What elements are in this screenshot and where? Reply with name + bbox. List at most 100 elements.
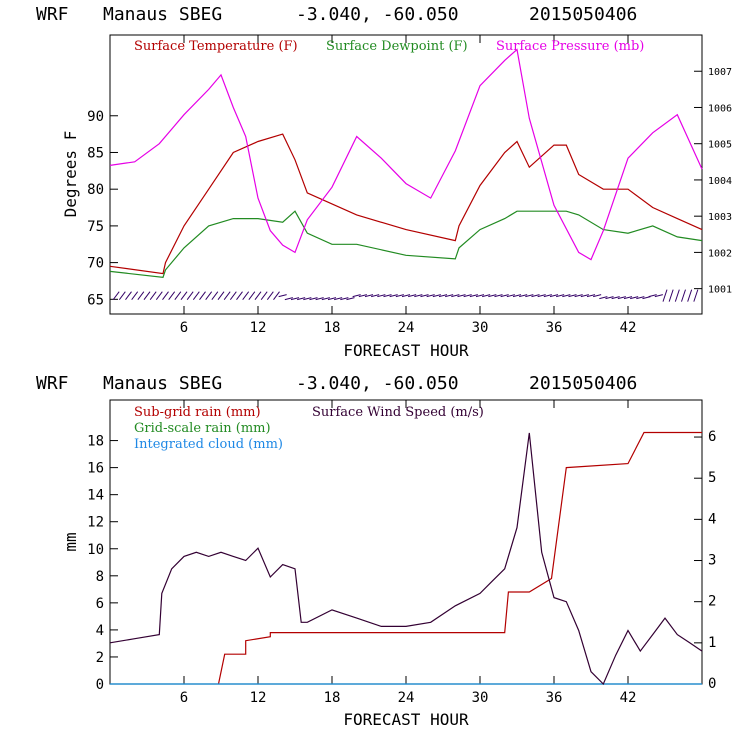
p2-xtick-label: 12 bbox=[250, 690, 267, 706]
wind-barb bbox=[137, 291, 145, 300]
panel2-coords: -3.040, -60.050 bbox=[296, 373, 459, 394]
panel2-ylabel: mm bbox=[61, 532, 80, 551]
panel1-ylabel: Degrees F bbox=[61, 131, 80, 218]
wind-barb bbox=[401, 294, 411, 298]
p2-ytick-label: 12 bbox=[87, 515, 104, 531]
panel-precipitation: WRF Manaus SBEG -3.040, -60.050 20150504… bbox=[36, 373, 716, 729]
panel2-xticks: 6 12 18 24 30 36 42 bbox=[180, 400, 636, 706]
wind-barb bbox=[383, 294, 392, 298]
wind-barb bbox=[266, 291, 274, 300]
legend-pressure: Surface Pressure (mb) bbox=[496, 39, 644, 54]
wind-barbs bbox=[112, 289, 699, 302]
panel2-station: Manaus SBEG bbox=[103, 373, 222, 394]
wind-barb bbox=[593, 294, 602, 298]
wind-barb bbox=[223, 291, 231, 300]
wind-barb bbox=[482, 294, 491, 298]
wind-barb bbox=[297, 297, 306, 301]
wind-barb bbox=[432, 294, 441, 298]
wind-barb bbox=[488, 294, 497, 298]
p2-ytick-label: 4 bbox=[96, 623, 104, 639]
wind-barb bbox=[445, 294, 454, 298]
wind-barb bbox=[512, 294, 522, 298]
p1-y2tick-label: 1001 bbox=[708, 285, 732, 296]
wind-barb bbox=[408, 294, 417, 298]
p1-ytick-label: 65 bbox=[87, 292, 104, 308]
wind-barb bbox=[309, 297, 318, 301]
p2-ytick-label: 14 bbox=[87, 488, 104, 504]
wind-barb bbox=[327, 297, 337, 301]
series-surface-dewpoint-line bbox=[109, 210, 703, 278]
p1-xtick-label: 12 bbox=[250, 320, 267, 336]
wind-barb bbox=[199, 291, 206, 300]
wind-barb bbox=[494, 294, 503, 298]
wind-barb bbox=[414, 294, 423, 298]
wind-barb bbox=[174, 291, 182, 300]
wind-barb bbox=[303, 297, 312, 301]
wind-barb bbox=[346, 297, 355, 301]
wind-barb bbox=[648, 294, 657, 298]
panel1-coords: -3.040, -60.050 bbox=[296, 4, 459, 25]
wind-barb bbox=[451, 294, 460, 298]
wind-barb bbox=[681, 289, 686, 302]
p2-xtick-label: 30 bbox=[472, 690, 489, 706]
p1-ytick-label: 70 bbox=[87, 256, 104, 272]
wind-barb bbox=[192, 291, 200, 300]
wind-barb bbox=[463, 294, 472, 298]
p2-ytick-label: 18 bbox=[87, 434, 104, 450]
wind-barb bbox=[580, 294, 589, 298]
wind-barb bbox=[457, 294, 466, 298]
p2-y2tick-label: 0 bbox=[708, 676, 716, 692]
wind-barb bbox=[668, 289, 674, 302]
wind-barb bbox=[352, 294, 361, 298]
p2-y2tick-label: 5 bbox=[708, 470, 716, 486]
wind-barb bbox=[377, 294, 386, 298]
wind-barb bbox=[364, 294, 374, 298]
wind-barb bbox=[395, 294, 404, 298]
wind-barb bbox=[630, 296, 639, 300]
wind-barb bbox=[236, 291, 243, 300]
p1-xtick-label: 6 bbox=[180, 320, 188, 336]
wind-barb bbox=[112, 291, 120, 300]
wind-barb bbox=[438, 294, 448, 298]
p2-y2tick-label: 4 bbox=[708, 511, 716, 527]
wind-barb bbox=[506, 294, 515, 298]
p2-xtick-label: 36 bbox=[546, 690, 563, 706]
wind-barb bbox=[636, 296, 645, 300]
wind-barb bbox=[525, 294, 534, 298]
panel1-yticks: 65 70 75 80 85 90 bbox=[87, 109, 118, 308]
p1-y2tick-label: 1002 bbox=[708, 248, 732, 259]
p1-xtick-label: 24 bbox=[398, 320, 415, 336]
wind-barb bbox=[617, 296, 626, 300]
wind-barb bbox=[389, 294, 398, 298]
wind-barb bbox=[186, 291, 194, 300]
wind-barb bbox=[284, 297, 293, 301]
panel1-frame bbox=[109, 34, 703, 315]
wind-barb bbox=[149, 291, 157, 300]
series-surface-wind-speed-line bbox=[109, 432, 703, 686]
wind-barb bbox=[687, 289, 693, 302]
wind-barb bbox=[475, 294, 485, 298]
wind-barb bbox=[155, 291, 163, 300]
panel1-xticks: 6 12 18 24 30 36 42 bbox=[180, 35, 636, 336]
p2-y2tick-label: 2 bbox=[708, 594, 716, 610]
wind-barb bbox=[519, 294, 528, 298]
panel2-yticks: 0 2 4 6 8 10 12 14 16 18 bbox=[87, 434, 118, 693]
wind-barb bbox=[273, 291, 280, 300]
p1-ytick-label: 80 bbox=[87, 182, 104, 198]
series-sub-grid-rain-line bbox=[217, 431, 702, 685]
wind-barb bbox=[118, 291, 126, 300]
panel2-y2ticks: 0 1 2 3 4 5 6 bbox=[694, 429, 716, 692]
p1-xtick-label: 18 bbox=[324, 320, 341, 336]
wind-barb bbox=[217, 291, 225, 300]
wind-barb bbox=[229, 291, 237, 300]
wind-barb bbox=[693, 289, 699, 302]
wind-barb bbox=[426, 294, 435, 298]
wind-barb bbox=[586, 294, 596, 298]
p1-y2tick-label: 1004 bbox=[708, 176, 732, 187]
wind-barb bbox=[500, 294, 509, 298]
wind-barb bbox=[371, 294, 380, 298]
wind-barb bbox=[340, 297, 349, 301]
p1-y2tick-label: 1006 bbox=[708, 103, 732, 114]
p2-xtick-label: 24 bbox=[398, 690, 415, 706]
